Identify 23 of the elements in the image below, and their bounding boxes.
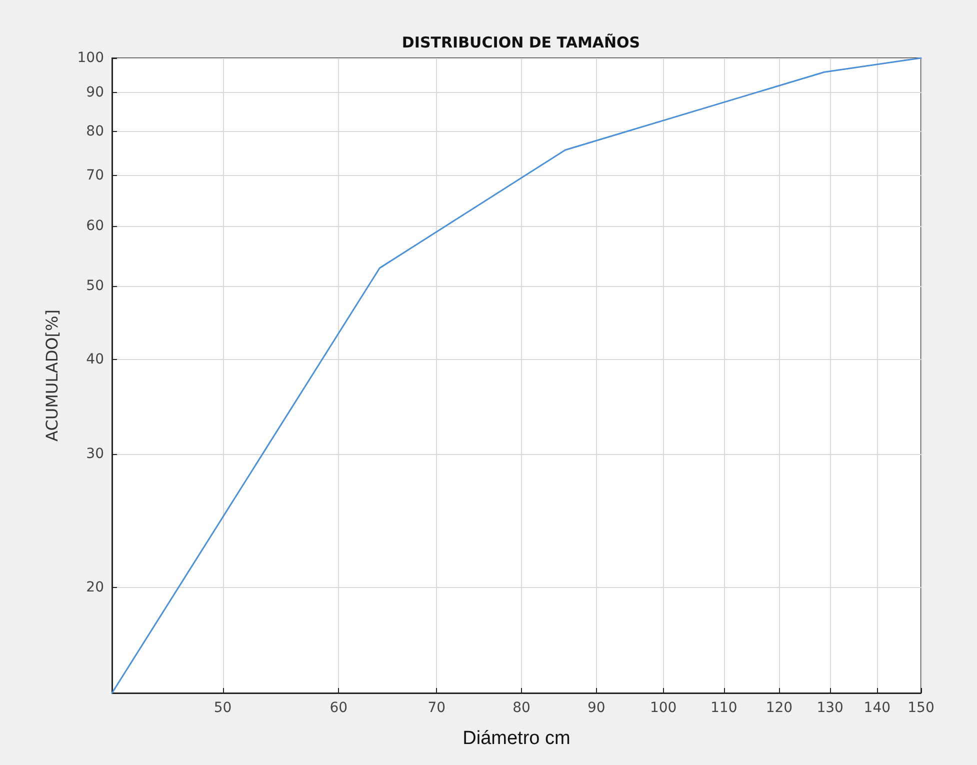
chart-title: DISTRIBUCION DE TAMAÑOS	[402, 34, 640, 52]
y-tick-label: 30	[86, 446, 104, 462]
x-tick-label: 50	[214, 700, 232, 716]
x-tick-label: 120	[766, 700, 793, 716]
x-axis-title: Diámetro cm	[462, 728, 570, 749]
y-tick-label: 70	[86, 167, 104, 184]
x-tick-label: 70	[428, 700, 446, 716]
y-tick-label: 100	[77, 50, 104, 66]
y-tick-label: 60	[86, 218, 104, 234]
x-tick-label: 140	[864, 700, 891, 716]
y-axis-title: ACUMULADO[%]	[42, 310, 62, 442]
x-tick-label: 60	[330, 700, 348, 716]
y-tick-label: 80	[86, 123, 104, 140]
x-tick-label: 130	[816, 700, 844, 716]
x-tick-label: 80	[512, 700, 530, 716]
y-tick-label: 90	[86, 84, 104, 101]
x-tick-label: 110	[710, 700, 738, 716]
x-tick-label: 100	[650, 700, 677, 716]
y-tick-label: 40	[86, 351, 104, 368]
x-tick-label: 150	[908, 700, 934, 716]
y-tick-label: 50	[86, 278, 104, 294]
y-tick-label: 20	[86, 579, 104, 596]
x-tick-label: 90	[587, 700, 606, 716]
